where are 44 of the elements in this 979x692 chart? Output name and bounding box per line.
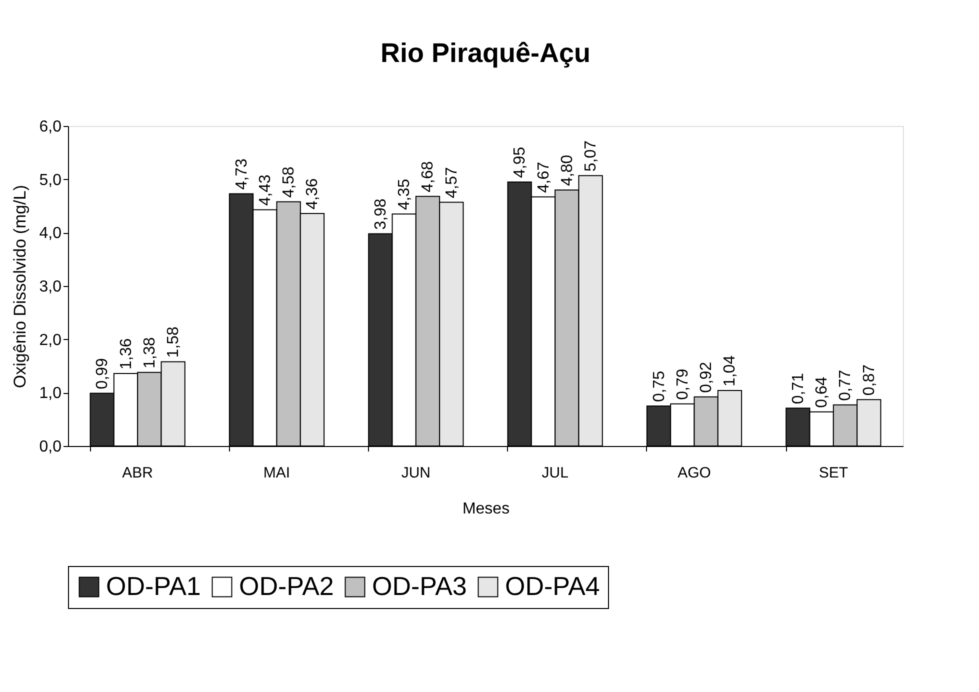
data-label: 0,99 xyxy=(94,358,112,390)
data-label: 3,98 xyxy=(372,198,390,230)
y-tick-label: 2,0 xyxy=(39,332,62,349)
y-tick-label: 6,0 xyxy=(39,118,62,136)
data-label: 1,58 xyxy=(165,326,182,358)
x-tick-label: JUN xyxy=(401,464,431,482)
data-label: 4,73 xyxy=(233,158,250,190)
y-tick-label: 0,0 xyxy=(39,438,62,456)
data-label: 0,92 xyxy=(698,362,716,393)
data-label: 4,57 xyxy=(443,167,460,198)
legend-label: OD-PA1 xyxy=(106,571,201,601)
data-label: 4,35 xyxy=(396,178,414,210)
y-tick-label: 4,0 xyxy=(39,225,62,242)
y-tick-label: 1,0 xyxy=(39,385,62,402)
data-label: 4,80 xyxy=(558,154,576,186)
data-label: 4,67 xyxy=(535,162,552,193)
data-label: 0,79 xyxy=(674,368,692,400)
legend-label: OD-PA4 xyxy=(505,571,600,601)
x-axis-title: Meses xyxy=(462,500,510,518)
data-label: 4,58 xyxy=(280,166,298,198)
data-label: 4,36 xyxy=(304,178,322,210)
y-tick-label: 3,0 xyxy=(39,278,62,296)
data-label: 5,07 xyxy=(582,140,600,172)
legend-label: OD-PA3 xyxy=(372,571,467,601)
x-tick-label: MAI xyxy=(263,464,290,482)
data-label: 1,04 xyxy=(722,355,739,387)
data-label: 1,36 xyxy=(118,338,135,370)
x-tick-label: ABR xyxy=(122,464,154,482)
data-label: 4,68 xyxy=(420,161,437,192)
data-label: 0,71 xyxy=(790,372,807,404)
data-label: 0,77 xyxy=(837,370,854,401)
y-axis-title: Oxigênio Dissolvido (mg/L) xyxy=(10,184,30,388)
data-label: 0,64 xyxy=(814,376,831,408)
chart-title: Rio Piraquê-Açu xyxy=(380,38,591,68)
data-label: 4,43 xyxy=(256,174,274,206)
x-tick-label: AGO xyxy=(678,464,711,482)
data-label: 4,95 xyxy=(512,146,529,178)
x-tick-label: SET xyxy=(818,464,848,482)
x-tick-label: JUL xyxy=(542,464,568,482)
data-label: 1,38 xyxy=(141,337,158,368)
legend-label: OD-PA2 xyxy=(239,571,334,601)
data-label: 0,87 xyxy=(860,364,878,396)
data-label: 0,75 xyxy=(650,370,668,402)
y-tick-label: 5,0 xyxy=(39,172,62,189)
